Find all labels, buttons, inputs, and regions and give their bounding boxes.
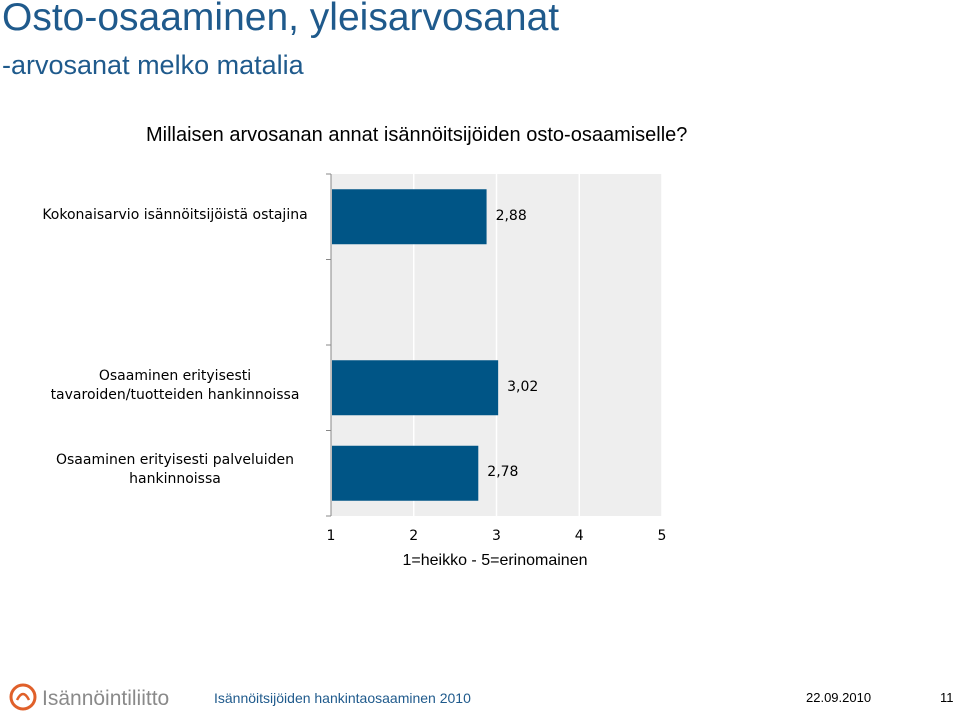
footer-date: 22.09.2010 bbox=[806, 690, 872, 705]
page-number: 11 bbox=[940, 690, 954, 705]
x-axis-title: 1=heikko - 5=erinomainen bbox=[402, 552, 588, 569]
chart-question: Millaisen arvosanan annat isännöitsijöid… bbox=[146, 124, 688, 146]
bar bbox=[332, 189, 487, 245]
slide-subtitle: -arvosanat melko matalia bbox=[2, 50, 304, 80]
x-tick-label: 3 bbox=[492, 528, 501, 544]
x-tick-label: 2 bbox=[409, 528, 419, 544]
category-label: Osaaminen erityisesti palveluiden hankin… bbox=[55, 452, 295, 487]
x-tick-label: 5 bbox=[657, 528, 667, 544]
slide-title: Osto-osaaminen, yleisarvosanat bbox=[2, 0, 560, 39]
data-label: 2,78 bbox=[487, 464, 519, 481]
bar-chart bbox=[326, 173, 663, 517]
footer-text: Isännöitsijöiden hankintaosaaminen 2010 bbox=[214, 690, 471, 706]
isannointiliitto-logo: Isännöintiliitto bbox=[9, 683, 169, 711]
category-label: Kokonaisarvio isännöitsijöistä ostajina bbox=[42, 207, 308, 223]
svg-text:Isännöintiliitto: Isännöintiliitto bbox=[42, 687, 169, 710]
category-label: Osaaminen erityisesti tavaroiden/tuottei… bbox=[50, 368, 300, 403]
data-label: 3,02 bbox=[507, 378, 539, 395]
bar bbox=[332, 360, 499, 416]
x-tick-label: 4 bbox=[574, 528, 584, 544]
x-tick-label: 1 bbox=[326, 528, 336, 544]
data-label: 2,88 bbox=[495, 207, 527, 224]
bar bbox=[332, 445, 479, 501]
